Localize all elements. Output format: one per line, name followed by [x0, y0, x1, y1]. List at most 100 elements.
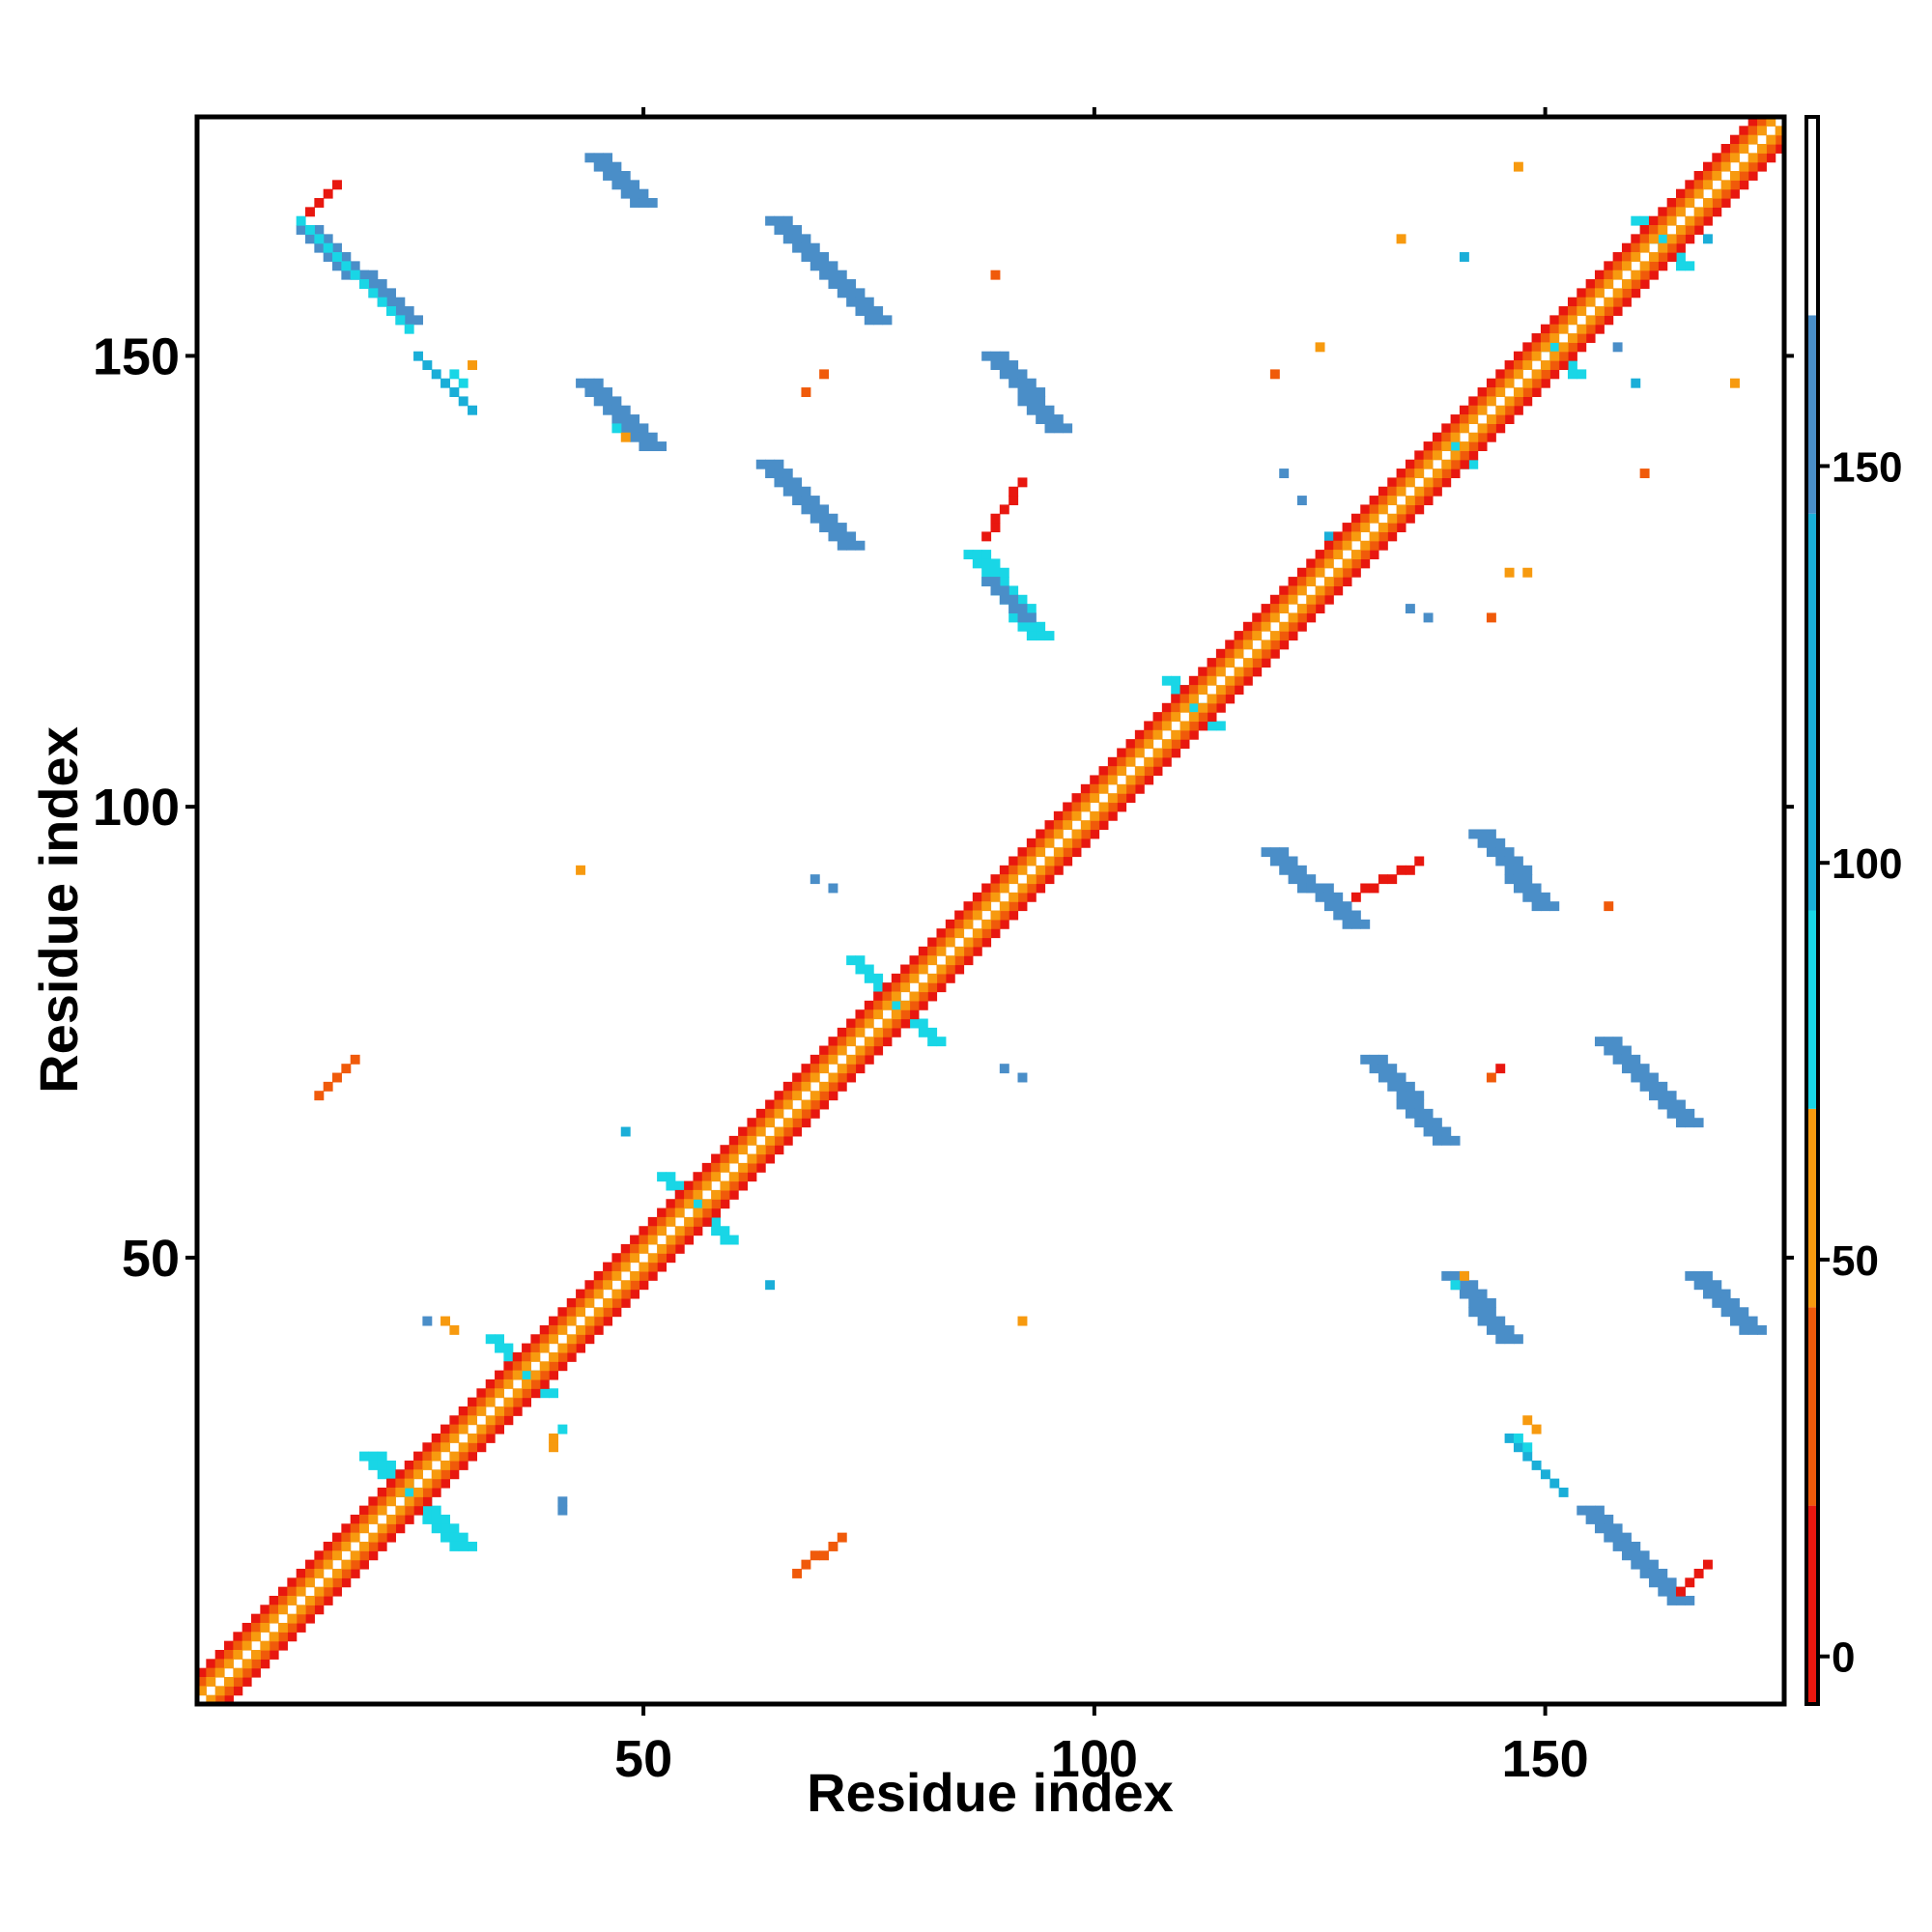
diagonal-cell: [1486, 378, 1496, 388]
contact-cell: [1350, 919, 1361, 929]
diagonal-cell: [377, 1496, 387, 1507]
diagonal-cell: [738, 1135, 749, 1146]
diagonal-cell: [828, 1037, 838, 1047]
diagonal-cell: [909, 991, 920, 1002]
contact-cell: [1658, 1586, 1668, 1597]
diagonal-cell: [1702, 171, 1713, 181]
colorbar-band: [1806, 910, 1818, 1109]
contact-cell: [999, 585, 1009, 596]
diagonal-cell: [738, 1172, 749, 1182]
diagonal-cell: [1432, 441, 1442, 452]
contact-point: [1513, 1433, 1523, 1443]
contact-cell: [846, 288, 857, 298]
diagonal-cell: [584, 1324, 595, 1335]
diagonal-cell: [1766, 117, 1776, 127]
contact-cell: [1522, 874, 1533, 885]
diagonal-cell: [549, 1324, 559, 1335]
contact-cell: [620, 414, 631, 424]
diagonal-cell: [1234, 675, 1244, 686]
diagonal-cell: [305, 1605, 315, 1615]
diagonal-cell: [972, 910, 982, 921]
diagonal-cell: [1441, 477, 1452, 488]
diagonal-cell: [395, 1487, 406, 1497]
diagonal-cell: [1053, 820, 1064, 831]
contact-cell: [855, 288, 866, 298]
contact-point: [1459, 252, 1469, 262]
contact-cell: [1396, 1099, 1406, 1110]
diagonal-cell: [1144, 739, 1154, 750]
diagonal-cell: [377, 1523, 387, 1534]
diagonal-cell: [900, 1018, 911, 1029]
diagonal-cell: [1685, 215, 1695, 226]
diagonal-cell: [323, 1595, 333, 1605]
diagonal-cell: [1396, 486, 1406, 497]
contact-cell: [927, 1027, 938, 1037]
diagonal-cell: [1685, 225, 1695, 235]
diagonal-cell: [684, 1235, 695, 1245]
diagonal-cell: [1775, 134, 1785, 145]
contact-point: [1269, 369, 1280, 380]
diagonal-cell: [782, 1099, 793, 1110]
diagonal-cell: [882, 982, 893, 993]
diagonal-cell: [224, 1676, 234, 1687]
diagonal-cell: [1269, 631, 1280, 641]
diagonal-cell: [1459, 459, 1469, 469]
contact-cell: [603, 153, 613, 163]
contact-cell: [981, 531, 992, 542]
colorbar-band: [1806, 1307, 1818, 1506]
contact-cell: [1053, 414, 1064, 424]
diagonal-cell: [774, 1091, 784, 1101]
diagonal-cell: [801, 1118, 811, 1128]
diagonal-cell: [954, 955, 965, 966]
diagonal-cell: [566, 1316, 577, 1326]
diagonal-cell: [1107, 802, 1118, 812]
diagonal-cell: [1522, 360, 1533, 370]
diagonal-cell: [576, 1324, 586, 1335]
diagonal-cell: [999, 865, 1009, 875]
diagonal-cell: [611, 1262, 622, 1272]
diagonal-cell: [782, 1135, 793, 1146]
diagonal-cell: [557, 1351, 568, 1362]
contact-cell: [368, 288, 379, 298]
diagonal-cell: [1242, 667, 1253, 677]
diagonal-cell: [1639, 270, 1650, 280]
contact-cell: [1612, 1054, 1623, 1065]
contact-cell: [855, 955, 866, 966]
contact-cell: [657, 441, 668, 452]
contact-cell: [782, 215, 793, 226]
contact-cell: [1621, 1064, 1632, 1074]
diagonal-cell: [927, 946, 938, 956]
diagonal-cell: [1495, 387, 1506, 397]
diagonal-cell: [1188, 729, 1199, 740]
diagonal-cell: [1549, 333, 1560, 343]
diagonal-cell: [657, 1216, 668, 1227]
diagonal-cell: [747, 1172, 757, 1182]
diagonal-cell: [233, 1640, 243, 1651]
contact-point: [1486, 612, 1496, 623]
contact-cell: [810, 513, 820, 524]
diagonal-cell: [828, 1072, 838, 1083]
diagonal-cell: [891, 991, 901, 1002]
diagonal-cell: [981, 928, 992, 939]
diagonal-cell: [774, 1135, 784, 1146]
diagonal-cell: [1134, 783, 1145, 794]
diagonal-cell: [422, 1460, 433, 1470]
contact-cell: [1567, 369, 1577, 380]
diagonal-cell: [1053, 847, 1064, 858]
diagonal-cell: [1513, 387, 1523, 397]
diagonal-cell: [287, 1632, 298, 1642]
contact-cell: [639, 432, 649, 442]
diagonal-cell: [611, 1289, 622, 1299]
contact-cell: [1350, 892, 1361, 902]
diagonal-cell: [1252, 612, 1263, 623]
contact-cell: [1017, 477, 1028, 488]
diagonal-cell: [1342, 531, 1352, 542]
diagonal-cell: [1161, 702, 1172, 713]
contact-cell: [1009, 612, 1019, 623]
diagonal-cell: [1188, 712, 1199, 723]
contact-cell: [1036, 414, 1046, 424]
diagonal-cell: [242, 1667, 252, 1678]
diagonal-cell: [539, 1334, 550, 1345]
diagonal-cell: [810, 1108, 820, 1119]
contact-cell: [1531, 901, 1542, 912]
